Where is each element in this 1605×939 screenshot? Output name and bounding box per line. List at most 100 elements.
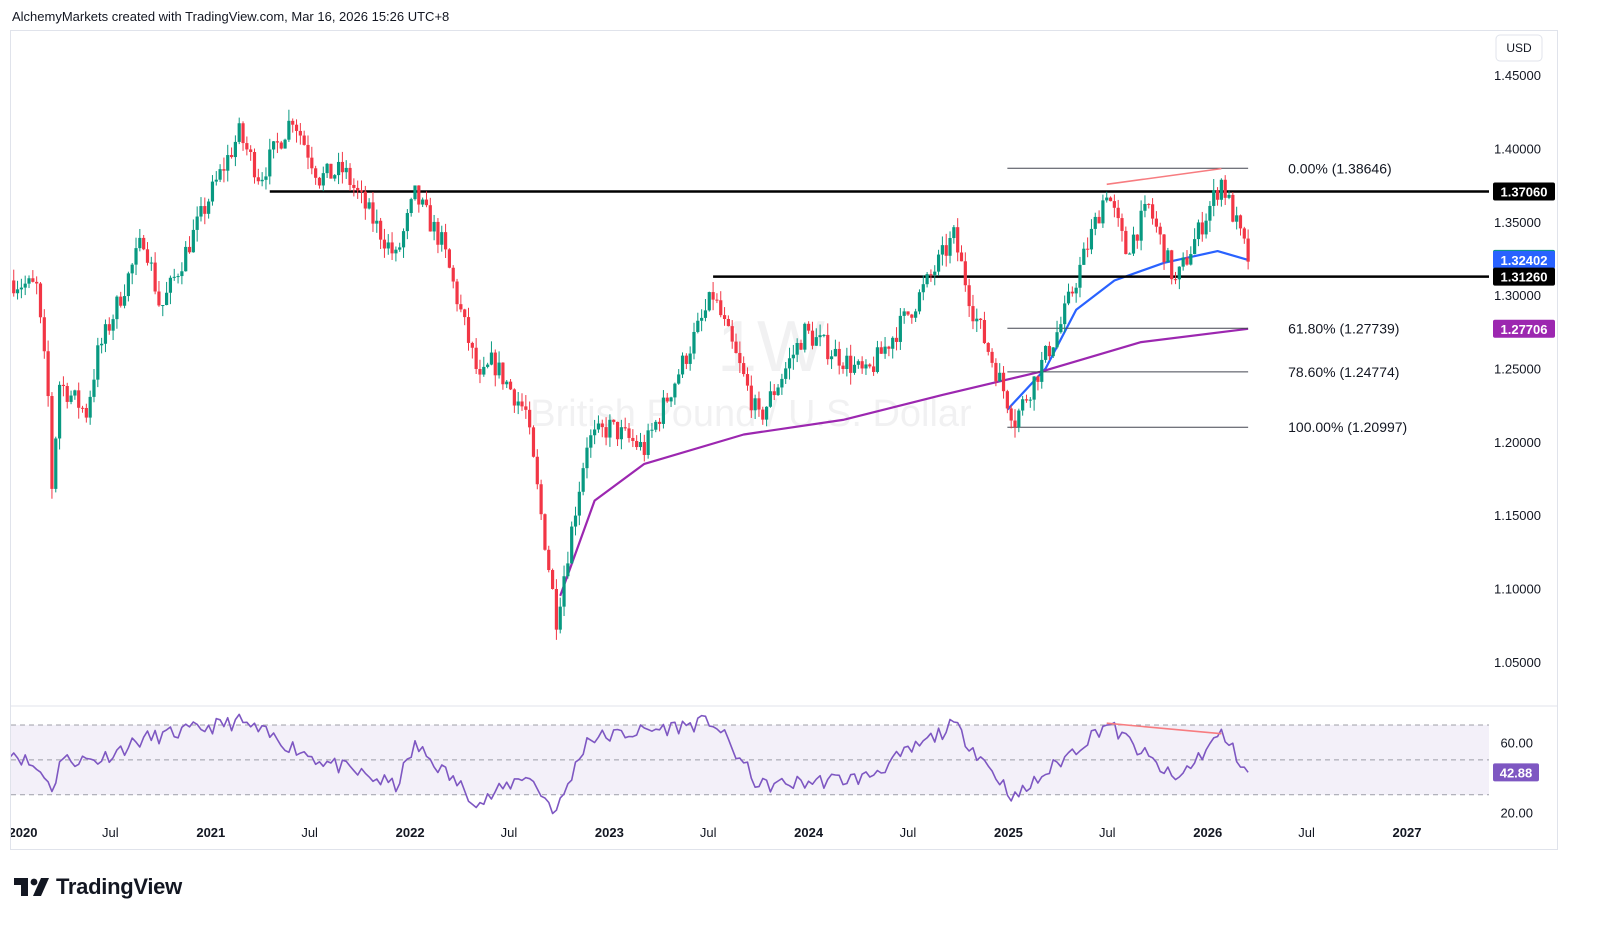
- candle-body: [948, 238, 952, 256]
- candle-body: [191, 229, 195, 253]
- candle-body: [696, 320, 700, 332]
- candle-body: [241, 123, 245, 144]
- candle-body: [661, 397, 666, 424]
- candle-body: [665, 397, 669, 402]
- candle-body: [27, 278, 31, 284]
- candle-body: [210, 181, 215, 202]
- candle-body: [883, 346, 887, 354]
- candle-body: [772, 391, 776, 396]
- candle-body: [547, 549, 551, 571]
- candle-body: [657, 421, 662, 424]
- currency-button: [1495, 34, 1543, 62]
- candle-body: [42, 317, 46, 352]
- candle-body: [936, 254, 941, 272]
- price-tag-3: 1.32402: [1501, 253, 1548, 268]
- candle-body: [1116, 207, 1120, 219]
- candle-body: [1215, 190, 1220, 200]
- time-tick-9: 2024: [794, 825, 824, 840]
- candle-body: [1242, 228, 1246, 239]
- candle-body: [249, 149, 253, 153]
- candle-body: [153, 262, 157, 292]
- candle-body: [417, 185, 421, 205]
- candle-body: [711, 292, 715, 300]
- candle-body: [818, 335, 822, 338]
- candle-body: [807, 323, 811, 331]
- candle-body: [535, 456, 539, 485]
- candle-body: [1135, 234, 1139, 241]
- candle-body: [1078, 264, 1082, 288]
- candle-body: [1055, 332, 1059, 348]
- candle-body: [401, 231, 406, 248]
- candle-body: [340, 161, 344, 173]
- candle-body: [80, 407, 85, 409]
- candle-body: [810, 330, 815, 346]
- candle-body: [726, 318, 730, 327]
- candle-body: [585, 447, 589, 469]
- candle-body: [363, 191, 367, 209]
- candle-body: [333, 175, 337, 179]
- candle-body: [1193, 239, 1197, 255]
- candle-body: [176, 276, 180, 278]
- price-tick-5: 1.25000: [1494, 362, 1541, 377]
- chart-frame: 1W British Pound / U.S. Dollar 0.00% (1.3…: [10, 30, 1558, 850]
- price-tick-8: 1.10000: [1494, 582, 1541, 597]
- candle-body: [1017, 410, 1021, 428]
- candle-body: [795, 343, 799, 355]
- candle-body: [1105, 197, 1109, 201]
- price-tag-bg-5: [1493, 319, 1555, 338]
- time-tick-15: 2027: [1393, 825, 1422, 840]
- candle-body: [279, 142, 283, 149]
- candle-body: [443, 232, 448, 250]
- candle-body: [436, 221, 440, 245]
- candle-body: [19, 287, 23, 290]
- candle-body: [451, 267, 455, 282]
- candle-body: [73, 390, 77, 396]
- candle-body: [371, 202, 375, 224]
- candle-body: [1147, 203, 1151, 205]
- price-tick-9: 1.05000: [1494, 655, 1541, 670]
- price-tick-3: 1.35000: [1494, 215, 1541, 230]
- candle-body: [833, 348, 837, 357]
- candle-body: [619, 427, 623, 440]
- candle-body: [237, 123, 241, 142]
- candle-body: [814, 337, 818, 346]
- time-tick-11: 2025: [994, 825, 1023, 840]
- candle-body: [314, 168, 318, 178]
- candle-body: [1128, 253, 1132, 255]
- fib-level-label-3: 78.60% (1.24774): [1288, 364, 1399, 380]
- candle-body: [1177, 266, 1181, 280]
- price-tick-7: 1.15000: [1494, 508, 1541, 523]
- candle-body: [719, 300, 723, 316]
- candle-body: [245, 143, 249, 150]
- time-tick-3: 2021: [196, 825, 225, 840]
- candle-body: [386, 242, 390, 249]
- candle-body: [520, 401, 524, 407]
- time-tick-12: Jul: [1099, 825, 1116, 840]
- candle-body: [214, 179, 218, 182]
- candle-body: [826, 334, 830, 360]
- candle-body: [872, 366, 876, 372]
- candle-body: [1108, 197, 1113, 202]
- candle-body: [761, 409, 765, 420]
- candle-body: [623, 427, 627, 429]
- candle-body: [356, 187, 360, 191]
- candle-body: [306, 144, 310, 158]
- candle-body: [887, 346, 891, 349]
- candle-body: [829, 356, 834, 360]
- candle-body: [868, 364, 872, 367]
- candle-body: [260, 179, 264, 182]
- candle-body: [688, 353, 692, 364]
- candle-body: [650, 429, 654, 431]
- candle-body: [287, 120, 291, 140]
- candle-body: [1154, 218, 1159, 227]
- candle-body: [642, 441, 646, 455]
- candle-body: [1112, 201, 1116, 208]
- time-tick-1: 2020: [11, 825, 37, 840]
- candle-body: [891, 337, 895, 349]
- candle-body: [742, 363, 746, 375]
- divergence-price-line: [1106, 167, 1222, 186]
- candle-body: [1162, 234, 1166, 263]
- tradingview-logo[interactable]: TradingView: [12, 874, 182, 900]
- candle-body: [1208, 205, 1212, 221]
